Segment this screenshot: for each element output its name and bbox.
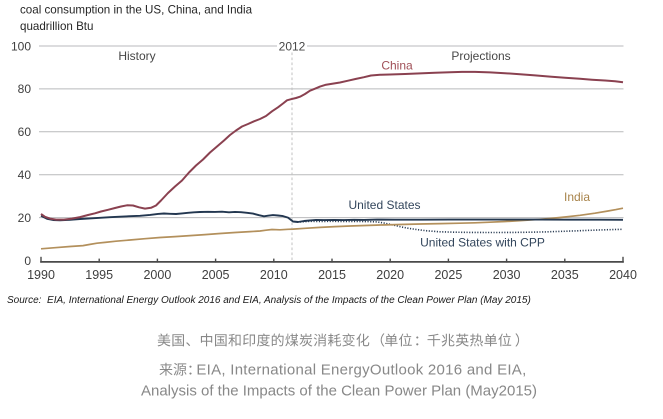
svg-text:Analysis of the Impacts of the: Analysis of the Impacts of the Clean Pow… (141, 382, 537, 399)
svg-text:2025: 2025 (434, 268, 462, 282)
svg-text:20: 20 (18, 211, 32, 225)
svg-text:1995: 1995 (85, 268, 113, 282)
svg-text:India: India (564, 190, 590, 204)
svg-text:2010: 2010 (260, 268, 288, 282)
svg-text:United States: United States (348, 198, 420, 212)
svg-text:2005: 2005 (202, 268, 230, 282)
svg-text:80: 80 (18, 82, 32, 96)
svg-text:EIA, International EnergyOutlo: EIA, International EnergyOutlook 2016 an… (196, 362, 526, 379)
svg-text:40: 40 (18, 168, 32, 182)
svg-text:2020: 2020 (376, 268, 404, 282)
svg-text:0: 0 (24, 254, 31, 268)
svg-text:2012: 2012 (279, 39, 306, 53)
svg-text:United States with CPP: United States with CPP (420, 235, 545, 249)
svg-text:quadrillion Btu: quadrillion Btu (20, 20, 93, 33)
svg-text:100: 100 (11, 39, 31, 53)
svg-text:China: China (381, 58, 413, 72)
svg-text:coal consumption in the US, Ch: coal consumption in the US, China, and I… (20, 4, 253, 17)
svg-text:2040: 2040 (609, 268, 637, 282)
svg-text:60: 60 (18, 125, 32, 139)
svg-text:2035: 2035 (551, 268, 579, 282)
svg-text:2000: 2000 (143, 268, 171, 282)
svg-text:2030: 2030 (493, 268, 521, 282)
svg-text:1990: 1990 (27, 268, 55, 282)
svg-text:Source: EIA, International En: Source: EIA, International Energy Outloo… (7, 295, 531, 306)
svg-text:2015: 2015 (318, 268, 346, 282)
svg-text:History: History (118, 49, 155, 63)
svg-text:Projections: Projections (451, 49, 510, 63)
